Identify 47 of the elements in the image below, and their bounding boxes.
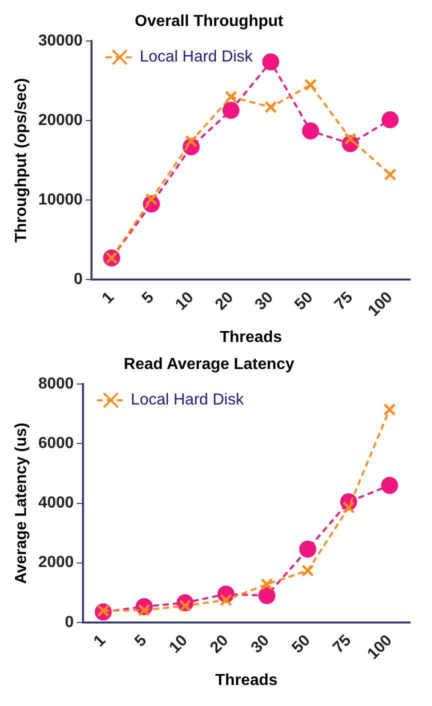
x-tick-label: 20 xyxy=(207,632,232,657)
point xyxy=(302,122,320,140)
x-tick-label: 50 xyxy=(289,632,314,657)
x-tick-label: 50 xyxy=(292,288,317,314)
point xyxy=(384,168,396,181)
point xyxy=(299,540,316,558)
x-tick-label: 1 xyxy=(90,632,110,650)
x-tick-label: 10 xyxy=(172,288,198,314)
y-tick-label: 30000 xyxy=(38,32,83,50)
point xyxy=(264,100,277,114)
point xyxy=(222,102,240,119)
y-tick-label: 4000 xyxy=(38,494,74,512)
point xyxy=(381,476,398,494)
x-tick-label: 10 xyxy=(166,632,192,657)
y-tick-label: 6000 xyxy=(38,435,74,452)
x-tick-label: 1 xyxy=(99,288,118,308)
point xyxy=(382,111,399,128)
y-tick-label: 8000 xyxy=(38,376,74,393)
y-tick-label: 20000 xyxy=(38,112,83,129)
x-tick-label: 20 xyxy=(212,288,237,314)
x-tick-label: 100 xyxy=(365,288,396,320)
chart-title: Read Average Latency xyxy=(124,356,294,374)
x-tick-label: 5 xyxy=(132,632,150,650)
x-axis-title: Threads xyxy=(215,672,278,689)
point xyxy=(383,403,396,416)
point xyxy=(304,78,317,92)
x-tick-label: 100 xyxy=(364,632,396,663)
chart-title: Overall Throughput xyxy=(134,13,284,30)
x-tick-label: 30 xyxy=(248,632,273,657)
x-tick-label: 75 xyxy=(330,632,355,657)
y-tick-label: 10000 xyxy=(38,191,83,208)
x-axis-title: Threads xyxy=(220,328,282,346)
y-tick-label: 2000 xyxy=(38,554,74,572)
point xyxy=(260,578,274,590)
legend-label: Local Hard Disk xyxy=(140,48,254,66)
point xyxy=(262,53,280,70)
x-tick-label: 75 xyxy=(332,288,356,314)
point xyxy=(224,90,238,103)
point xyxy=(302,564,314,577)
x-tick-label: 30 xyxy=(252,288,277,314)
legend-label: Local Hard Disk xyxy=(130,392,245,409)
y-tick-label: 0 xyxy=(64,614,74,631)
x-tick-label: 5 xyxy=(139,288,158,308)
y-tick-label: 0 xyxy=(74,270,83,288)
point xyxy=(258,587,276,604)
y-axis-title: Average Latency (us) xyxy=(13,422,30,584)
y-axis-title: Throughput (ops/sec) xyxy=(13,78,30,242)
